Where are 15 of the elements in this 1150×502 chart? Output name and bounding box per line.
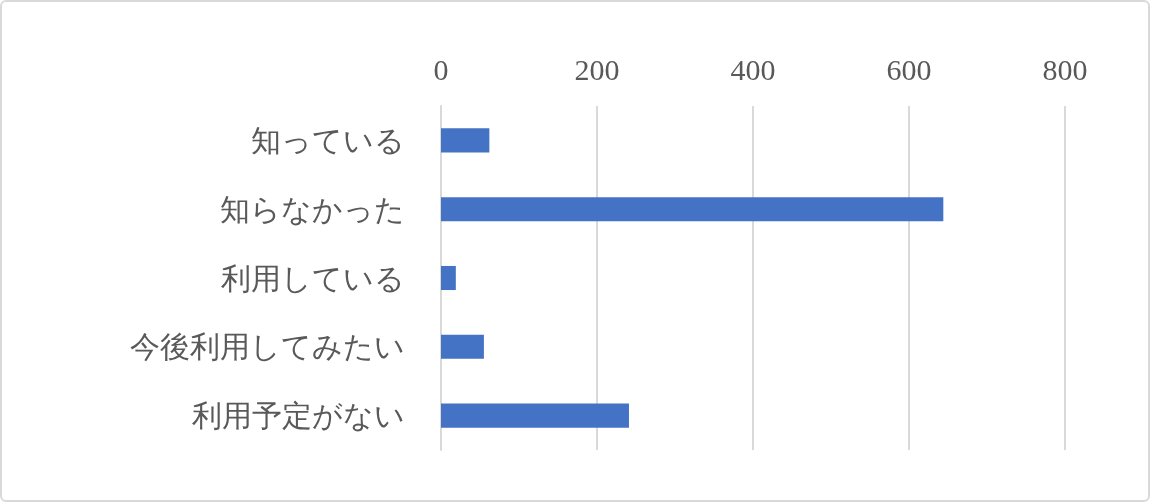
x-tick-label: 400 (730, 52, 776, 86)
bar (441, 403, 629, 428)
y-tick-label: 利用予定がない (192, 399, 405, 433)
y-tick-label: 知らなかった (220, 192, 405, 226)
y-tick-label: 知っている (251, 123, 405, 157)
y-tick-label: 利用している (221, 261, 405, 295)
y-tick-label: 今後利用してみたい (130, 330, 405, 364)
x-tick-label: 600 (886, 52, 932, 86)
bar (441, 128, 490, 153)
bar (441, 197, 944, 222)
x-tick-label: 800 (1042, 52, 1088, 86)
x-tick-label: 200 (574, 52, 620, 86)
x-tick-label: 0 (433, 52, 449, 86)
bar (441, 334, 484, 359)
bar (441, 265, 456, 291)
